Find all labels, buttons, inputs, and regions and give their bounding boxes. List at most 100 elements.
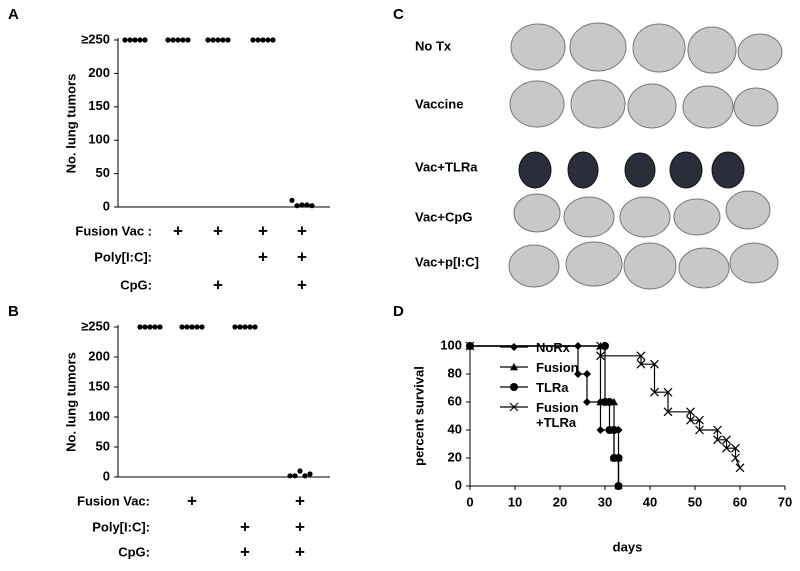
treatment-label: Poly[I:C]: — [94, 249, 152, 264]
treatment-label: CpG: — [120, 277, 152, 292]
treatment-mark: + — [213, 221, 223, 240]
marker — [583, 370, 591, 378]
marker — [583, 398, 591, 406]
photo-label: Vaccine — [415, 96, 463, 111]
marker — [605, 398, 614, 406]
treatment-mark: + — [297, 247, 307, 266]
y-tick-label: 50 — [96, 438, 110, 453]
legend: NoRx Fusion TLRa Fusion +TLRa — [500, 340, 594, 435]
marker — [722, 435, 731, 445]
dot — [210, 37, 216, 43]
marker — [735, 463, 745, 473]
dot — [179, 324, 185, 330]
treatment-mark: + — [297, 221, 307, 240]
dot — [180, 37, 186, 43]
dot — [247, 324, 253, 330]
dot — [199, 324, 205, 330]
legend-marker — [510, 343, 518, 351]
marker — [722, 443, 731, 453]
dot — [185, 37, 191, 43]
y-tick-label: 150 — [88, 378, 110, 393]
dot — [292, 473, 298, 479]
marker — [686, 415, 695, 425]
treatment-label: CpG: — [118, 544, 150, 559]
dot — [175, 37, 181, 43]
dot — [189, 324, 195, 330]
y-tick-label: 40 — [448, 421, 462, 436]
legend-icon — [500, 402, 528, 412]
dot — [225, 37, 231, 43]
marker — [636, 351, 646, 361]
marker — [663, 387, 673, 397]
dot — [147, 324, 153, 330]
survival-line — [470, 345, 741, 469]
dot — [165, 37, 171, 43]
dot — [294, 203, 300, 209]
y-tick-label: 150 — [88, 98, 110, 113]
legend-entry: NoRx — [500, 340, 594, 355]
treatment-mark: + — [240, 517, 250, 536]
treatment-mark: + — [295, 491, 305, 510]
photo-label: Vac+CpG — [415, 209, 472, 224]
dot — [307, 471, 313, 477]
treatment-mark: + — [297, 275, 307, 294]
dot — [299, 202, 305, 208]
y-tick-label: 100 — [88, 408, 110, 423]
dot — [157, 324, 163, 330]
y-tick-label: 50 — [96, 165, 110, 180]
lung-photos-dark — [518, 151, 745, 189]
marker — [731, 453, 740, 463]
dot — [142, 324, 148, 330]
treatment-mark: + — [173, 221, 183, 240]
legend-label: NoRx — [536, 340, 570, 355]
dot — [137, 324, 143, 330]
treatment-mark: + — [187, 491, 197, 510]
marker — [574, 370, 582, 378]
y-tick-label: 0 — [455, 477, 462, 492]
marker — [614, 482, 623, 490]
treatment-label: Fusion Vac: — [77, 493, 150, 508]
dot — [152, 324, 158, 330]
y-tick-label: 0 — [103, 198, 110, 213]
dot — [127, 37, 133, 43]
photo-label: Vac+TLRa — [415, 159, 478, 174]
dot — [287, 473, 293, 479]
dot — [309, 203, 315, 209]
treatment-mark: + — [258, 221, 268, 240]
dot — [302, 473, 308, 479]
dot — [255, 37, 261, 43]
y-tick-label: 200 — [88, 348, 110, 363]
legend-entry: TLRa — [500, 380, 594, 395]
x-tick-label: 50 — [688, 494, 702, 509]
dot — [260, 37, 266, 43]
legend-label: Fusion +TLRa — [536, 400, 579, 430]
x-tick-label: 0 — [466, 494, 473, 509]
y-axis-label: No. lung tumors — [63, 352, 78, 452]
panel-letter: A — [8, 6, 19, 23]
dot — [250, 37, 256, 43]
dot — [297, 468, 303, 474]
marker — [686, 407, 695, 417]
dot — [220, 37, 226, 43]
dot — [265, 37, 271, 43]
marker — [650, 359, 659, 369]
treatment-label: Poly[I:C]: — [92, 519, 150, 534]
dot — [237, 324, 243, 330]
y-axis-label: percent survival — [411, 366, 426, 466]
y-tick-label: 100 — [440, 337, 462, 352]
y-tick-label: 0 — [103, 468, 110, 483]
x-tick-label: 40 — [643, 494, 657, 509]
legend-icon — [500, 363, 528, 371]
treatment-mark: + — [295, 542, 305, 561]
dot — [205, 37, 211, 43]
marker — [650, 387, 659, 397]
dot — [170, 37, 176, 43]
x-tick-label: 10 — [508, 494, 522, 509]
dot — [132, 37, 138, 43]
x-tick-label: 30 — [598, 494, 612, 509]
y-tick-label: ≥250 — [81, 318, 110, 333]
treatment-mark: + — [258, 247, 268, 266]
y-tick-label: 20 — [448, 449, 462, 464]
marker — [731, 443, 740, 453]
